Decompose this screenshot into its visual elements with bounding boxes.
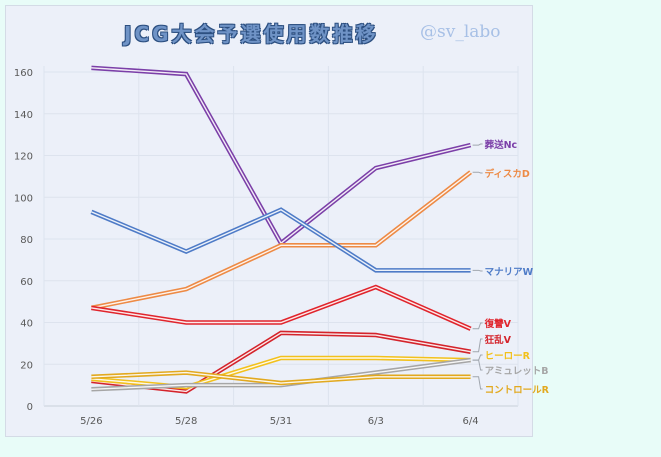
y-tick-label: 20 bbox=[20, 360, 33, 371]
x-tick-label: 6/4 bbox=[463, 416, 479, 427]
y-tick-label: 160 bbox=[14, 68, 33, 79]
chart-title: JCG大会予選使用数推移 bbox=[124, 22, 379, 46]
series-line bbox=[91, 370, 471, 386]
x-tick-label: 5/28 bbox=[175, 416, 197, 427]
series-line bbox=[91, 284, 472, 331]
y-axis: 0 20 40 60 80 100 120 140 160 bbox=[14, 68, 33, 413]
series-label: 狂乱V bbox=[485, 334, 512, 346]
x-tick-label: 6/3 bbox=[368, 416, 384, 427]
y-tick-label: 40 bbox=[20, 319, 33, 330]
series-label: ディスカD bbox=[485, 168, 530, 180]
y-tick-label: 100 bbox=[14, 193, 33, 204]
x-tick-label: 5/26 bbox=[80, 416, 102, 427]
y-tick-label: 140 bbox=[14, 110, 33, 121]
y-tick-label: 120 bbox=[14, 152, 33, 163]
series-lines bbox=[90, 65, 472, 394]
series-label: 葬送Nc bbox=[485, 139, 518, 151]
series-label: アミュレットB bbox=[485, 366, 549, 377]
series-line bbox=[90, 170, 472, 311]
gridlines bbox=[43, 66, 519, 407]
y-tick-label: 80 bbox=[20, 235, 33, 246]
author-handle: @sv_labo bbox=[420, 22, 501, 42]
series-labels: 葬送Nc ディスカD マナリアW 復讐V 狂乱V ヒーローR アミュレットB コントロールR bbox=[472, 139, 550, 396]
series-label: 復讐V bbox=[484, 318, 512, 330]
y-tick-label: 0 bbox=[27, 402, 33, 413]
series-line bbox=[90, 207, 471, 273]
series-label: ヒーローR bbox=[485, 351, 531, 362]
y-tick-label: 60 bbox=[20, 277, 33, 288]
x-axis: 5/26 5/28 5/31 6/3 6/4 bbox=[80, 416, 478, 427]
series-label: コントロールR bbox=[485, 385, 550, 396]
series-label: マナリアW bbox=[485, 267, 534, 278]
x-tick-label: 5/31 bbox=[270, 416, 292, 427]
